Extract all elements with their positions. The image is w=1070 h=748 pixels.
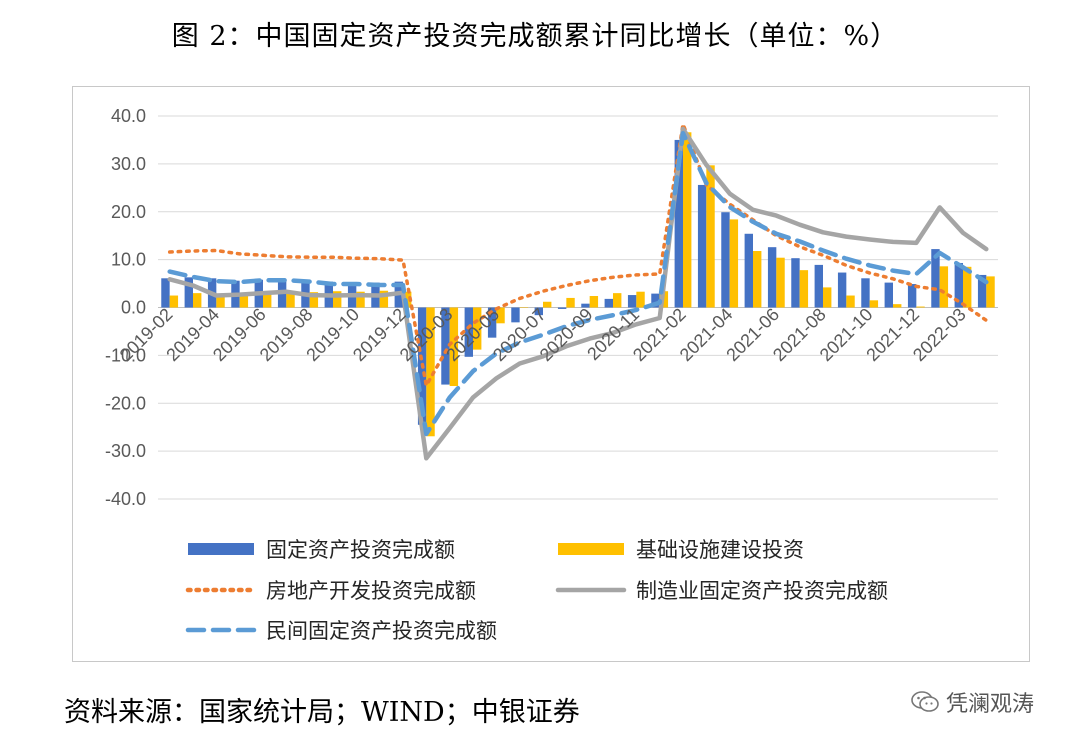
bar-infra [169,295,179,308]
bar-fai [627,295,637,308]
bar-infra [613,293,622,308]
bar-infra [846,295,855,308]
y-tick-label: 0.0 [121,298,146,318]
series-line-realestate [167,122,989,388]
bar-fai [837,272,847,308]
bar-infra [379,290,389,308]
bar-fai [161,278,170,308]
bar-fai [581,303,590,308]
watermark-text: 凭澜观涛 [945,692,1034,717]
bar-infra [193,293,202,308]
bar-infra [543,301,552,308]
bar-fai [441,307,450,385]
bar-infra [823,287,832,308]
bar-infra [286,293,295,308]
bar-fai [487,307,497,338]
bar-infra [356,291,365,308]
bar-infra [916,306,925,308]
bar-fai [534,307,543,316]
bar-fai [184,277,193,308]
bar-infra [473,307,482,350]
bar-infra [869,300,879,308]
bar-fai [557,307,567,309]
bar-fai [464,307,473,357]
wechat-icon [911,691,939,712]
bar-fai [721,212,730,308]
series-line-manufacturing [167,126,989,461]
bar-fai [604,298,613,308]
bar-fai [651,293,660,308]
y-tick-label: 30.0 [111,154,146,174]
y-tick-label: 40.0 [111,106,146,126]
y-tick-label: -10.0 [105,345,146,365]
bar-fai [814,264,823,308]
bar-fai [884,282,893,308]
bar-fai [954,262,963,308]
bar-fai [861,278,870,308]
bar-infra [683,132,692,308]
bar-infra [239,295,249,308]
legend-label: 基础设施建设投资 [636,538,804,562]
bar-fai [977,274,987,308]
bar-fai [674,139,683,308]
series-line-private [167,130,989,437]
bar-infra [496,307,505,324]
watermark: 凭澜观涛 [910,686,1034,718]
bar-fai [511,307,520,323]
bar-infra [636,291,645,308]
bar-fai [931,249,940,308]
bar-fai [744,233,753,308]
y-tick-label: 10.0 [111,250,146,270]
chart-frame [72,86,1030,662]
bar-infra [566,297,575,308]
legend-label: 固定资产投资完成额 [266,538,455,562]
bar-infra [589,296,599,308]
bar-infra [216,295,225,308]
bar-infra [426,307,435,437]
bar-infra [986,276,995,308]
y-tick-label: -30.0 [105,441,146,461]
legend-label: 民间固定资产投资完成额 [266,619,497,643]
bar-infra [706,165,715,308]
bar-infra [729,219,739,308]
bar-infra [963,266,972,308]
chart-title: 图 2：中国固定资产投资完成额累计同比增长（单位：%） [171,21,899,52]
bar-infra [893,304,902,308]
legend-swatch [188,543,254,555]
source-note: 资料来源：国家统计局；WIND；中银证券 [64,697,580,728]
bar-fai [767,247,777,308]
y-tick-label: -40.0 [105,489,146,509]
legend-swatch [558,543,624,555]
bar-infra [449,307,459,387]
bar-infra [776,257,785,308]
bar-fai [791,258,800,308]
bar-infra [263,293,272,308]
y-tick-label: 20.0 [111,202,146,222]
bar-infra [799,270,809,308]
bar-fai [907,284,917,308]
legend-label: 制造业固定资产投资完成额 [636,579,888,603]
bar-infra [939,266,949,308]
bar-infra [753,251,762,308]
bar-infra [333,291,342,308]
bar-infra [309,292,319,308]
bar-fai [697,184,707,308]
legend-label: 房地产开发投资完成额 [266,579,476,603]
y-tick-label: -20.0 [105,393,146,413]
